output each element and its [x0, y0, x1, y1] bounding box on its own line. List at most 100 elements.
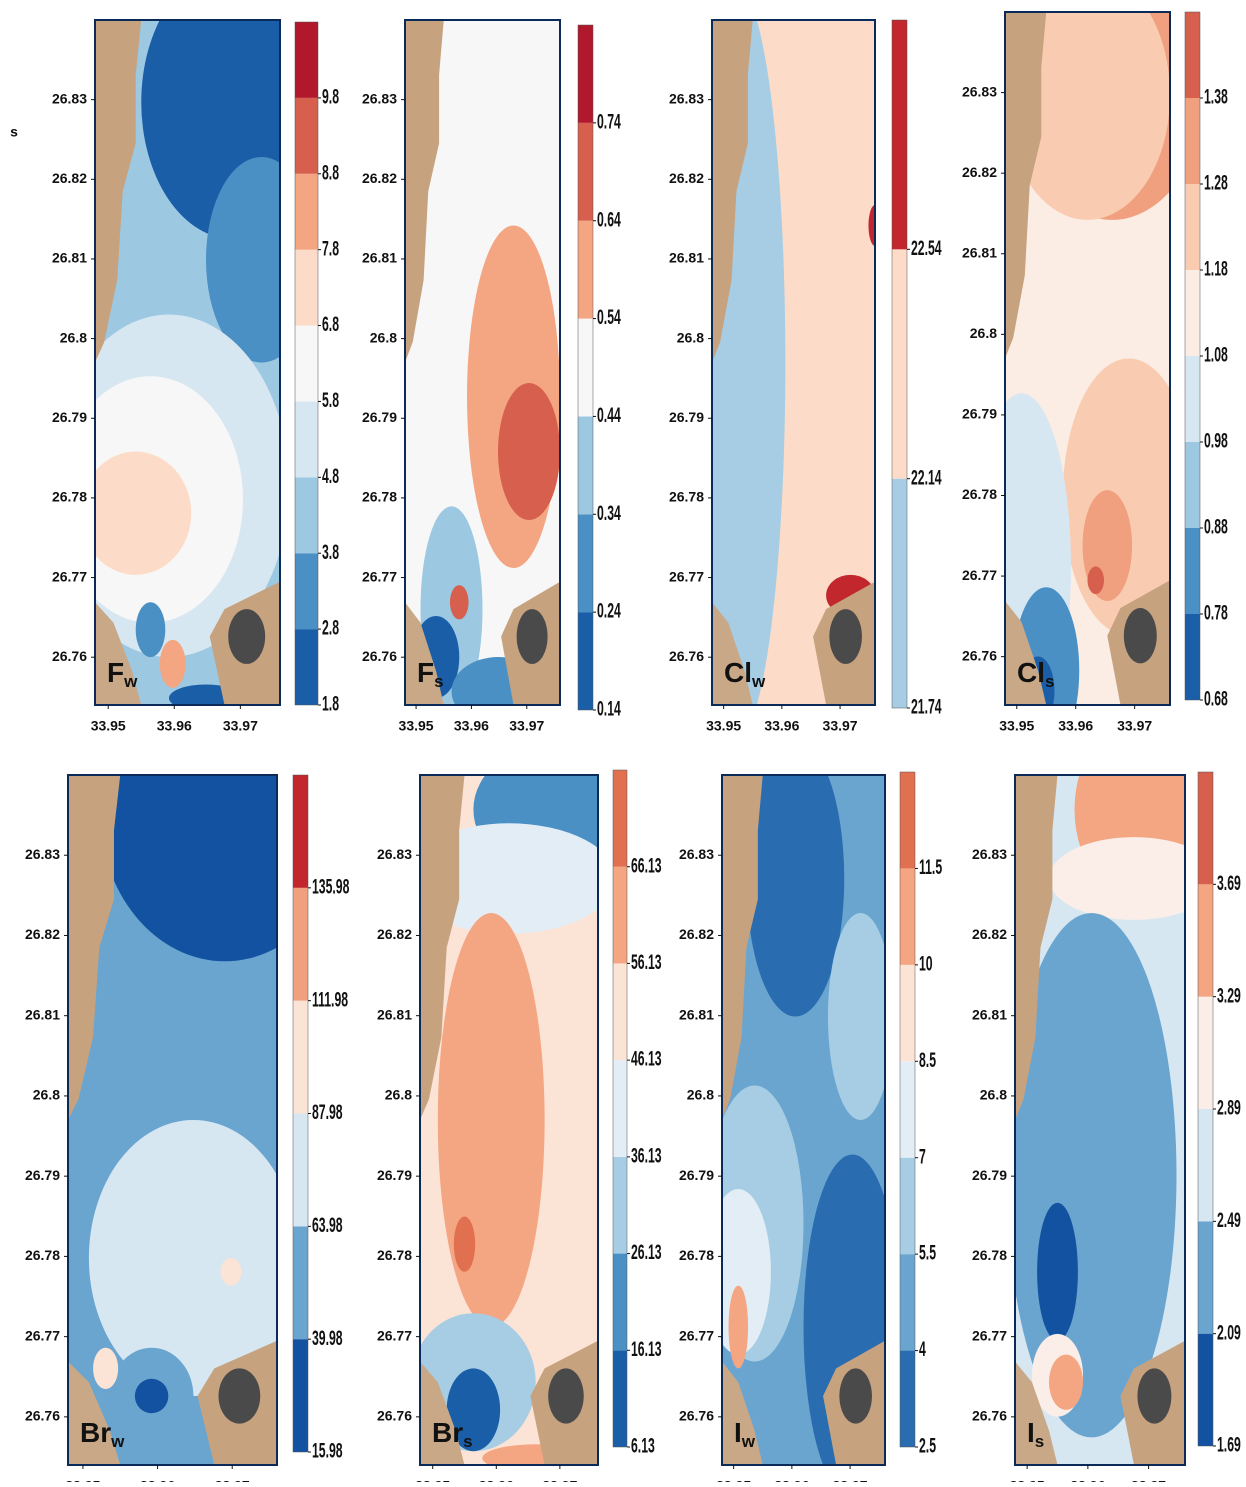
colorbar-band	[295, 477, 318, 554]
colorbar-band	[578, 318, 593, 417]
colorbar-tick-label: 36.13	[631, 1143, 662, 1168]
y-tick-label: 26.81	[25, 1006, 60, 1022]
y-tick-label: 26.82	[52, 170, 87, 186]
colorbar-tick-label: 2.09	[1217, 1320, 1241, 1345]
land	[420, 775, 465, 1120]
y-tick-label: 26.76	[25, 1408, 60, 1424]
y-tick-label: 26.79	[52, 409, 87, 425]
y-tick-label: 26.82	[362, 170, 397, 186]
lagoon	[829, 609, 862, 664]
colorbar-band	[613, 963, 627, 1061]
panel-label-main: F	[107, 657, 124, 688]
panel-label: Clw	[724, 657, 766, 691]
colorbar-band	[900, 1157, 915, 1255]
colorbar-band	[1198, 884, 1213, 997]
colorbar-tick-label: 111.98	[312, 987, 348, 1012]
x-tick-label: 33.96	[140, 1478, 175, 1482]
colorbar-tick-label: 39.98	[312, 1325, 343, 1350]
panel-label-sub: w	[751, 672, 766, 691]
y-tick-label: 26.79	[362, 409, 397, 425]
map-frame	[721, 774, 886, 1466]
panel-label: Cls	[1017, 657, 1054, 691]
panel-label: Brw	[80, 1417, 125, 1451]
x-tick-label: 33.97	[1117, 718, 1152, 734]
contour-fill	[1005, 12, 1170, 220]
colorbar-tick-label: 7	[919, 1144, 926, 1169]
land	[95, 20, 142, 363]
colorbar-tick-label: 2.8	[322, 615, 339, 640]
panel-label: Iw	[734, 1417, 756, 1451]
colorbar-band	[900, 868, 915, 965]
y-tick-label: 26.77	[972, 1327, 1007, 1343]
contour-fill	[1087, 566, 1104, 595]
colorbar-tick-label: 1.38	[1204, 84, 1228, 109]
colorbar-tick-label: 4.8	[322, 463, 339, 488]
x-tick-label: 33.95	[716, 1478, 751, 1482]
contour-map	[95, 20, 280, 705]
colorbar-tick-label: 3.69	[1217, 870, 1241, 895]
y-tick-label: 26.8	[687, 1087, 714, 1103]
colorbar-band	[613, 866, 627, 964]
colorbar-tick-label: 46.13	[631, 1046, 662, 1071]
y-tick-label: 26.78	[362, 489, 397, 505]
x-tick-label: 33.97	[823, 718, 858, 734]
contour-fill	[498, 383, 560, 521]
y-tick-label: 26.78	[377, 1247, 412, 1263]
x-tick-label: 33.97	[1131, 1478, 1166, 1482]
y-tick-label: 26.83	[972, 846, 1007, 862]
colorbar-tick-label: 2.49	[1217, 1207, 1241, 1232]
colorbar-band	[1198, 1221, 1213, 1334]
colorbar-tick-label: 0.78	[1204, 600, 1228, 625]
y-tick-label: 26.78	[25, 1247, 60, 1263]
colorbar-tick-label: 8.5	[919, 1047, 936, 1072]
colorbar-band	[613, 1350, 627, 1447]
land	[420, 1361, 465, 1465]
map-frame	[404, 19, 561, 706]
y-tick-label: 26.79	[25, 1167, 60, 1183]
contour-fill	[1037, 1202, 1078, 1341]
x-tick-label: 33.95	[91, 718, 126, 734]
colorbar-tick-label: 7.8	[322, 236, 339, 261]
colorbar-band	[293, 775, 308, 888]
contour-fill	[1049, 1354, 1083, 1410]
x-tick-label: 33.96	[1070, 1478, 1105, 1482]
contour-fill	[449, 585, 469, 620]
colorbar-band	[295, 22, 318, 98]
contour-fill	[453, 1216, 476, 1272]
contour-fill	[746, 775, 845, 1017]
panel-label: Brs	[432, 1417, 473, 1451]
y-tick-label: 26.76	[52, 648, 87, 664]
colorbar-band	[295, 249, 318, 326]
colorbar-band	[613, 770, 627, 867]
panel-label-main: F	[417, 657, 434, 688]
x-tick-label: 33.96	[479, 1478, 514, 1482]
colorbar-tick-label: 0.98	[1204, 428, 1228, 453]
colorbar-tick-label: 22.14	[911, 465, 942, 490]
contour-map	[405, 20, 560, 705]
y-tick-label: 26.76	[972, 1408, 1007, 1424]
land	[68, 775, 121, 1120]
colorbar-tick-label: 1.8	[322, 691, 339, 716]
colorbar-tick-label: 1.08	[1204, 342, 1228, 367]
colorbar-tick-label: 11.5	[919, 854, 942, 879]
contour-map	[68, 775, 277, 1465]
colorbar-tick-label: 0.24	[597, 598, 621, 623]
x-tick-label: 33.95	[399, 718, 434, 734]
contour-fill	[88, 1120, 277, 1396]
y-tick-label: 26.81	[362, 250, 397, 266]
panel: 26.76 26.77 26.78 26.79 26.8 26.81 26.82 26.83 3…	[669, 19, 942, 734]
y-tick-label: 26.82	[669, 170, 704, 186]
panel-label: Is	[1027, 1417, 1044, 1451]
panel: 26.76 26.77 26.78 26.79 26.8 26.81 26.82 26.83 3…	[25, 774, 350, 1487]
contour-fill	[206, 157, 280, 363]
colorbar-band	[295, 629, 318, 705]
contour-fill	[868, 204, 875, 247]
x-tick-label: 33.97	[833, 1478, 868, 1482]
colorbar-tick-label: 0.68	[1204, 686, 1228, 711]
panel-label-main: Br	[80, 1417, 111, 1448]
y-tick-label: 26.83	[962, 83, 997, 99]
colorbar-tick-label: 15.98	[312, 1438, 343, 1463]
colorbar-band	[578, 220, 593, 319]
x-tick-label: 33.95	[415, 1478, 450, 1482]
